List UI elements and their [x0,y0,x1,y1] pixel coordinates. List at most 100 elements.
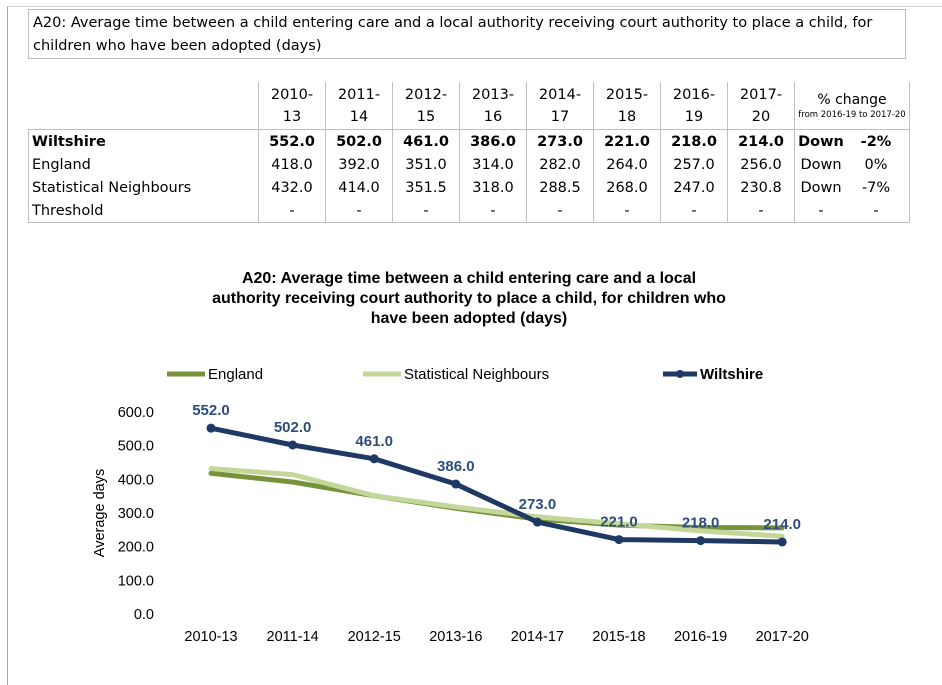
y-tick-label: 500.0 [118,439,154,455]
period-header-bottom: 13 [282,108,302,125]
value-cell: 432.0 [258,176,326,199]
value-cell: 288.5 [526,176,594,199]
row-label: Statistical Neighbours [28,176,259,199]
x-tick-label: 2013-16 [429,629,482,645]
data-point [369,454,379,464]
legend-label: Wiltshire [700,366,763,383]
change-cell: -7% [847,176,910,199]
data-label: 386.0 [437,458,475,475]
data-label: 502.0 [274,419,312,436]
period-header: 2013- 16 [459,82,527,130]
value-cell: 268.0 [593,176,661,199]
direction-cell: - [794,199,847,223]
pct-change-title: % change [817,91,887,108]
period-header: 2017- 20 [727,82,795,130]
value-cell: 256.0 [727,153,795,176]
value-cell: 351.0 [392,153,460,176]
value-cell: 264.0 [593,153,661,176]
data-point [696,536,706,546]
period-header-top: 2011- [337,86,381,103]
value-cell: 414.0 [325,176,393,199]
period-header: 2016- 19 [660,82,728,130]
value-cell: 247.0 [660,176,728,199]
value-cell: 318.0 [459,176,527,199]
y-tick-label: 300.0 [118,506,154,522]
period-header-top: 2016- [672,86,716,103]
header-blank-cell [28,82,259,130]
period-header: 2010- 13 [258,82,326,130]
table-row: Threshold - - - - - - - - - - [28,199,910,223]
value-cell: - [727,199,795,223]
value-cell: 218.0 [660,129,728,153]
change-cell: 0% [847,153,910,176]
data-point [777,537,787,547]
period-header-top: 2012- [404,86,448,103]
value-cell: 552.0 [258,129,326,153]
row-label: Threshold [28,199,259,223]
table-heading: A20: Average time between a child enteri… [28,9,906,59]
table-row: Statistical Neighbours 432.0 414.0 351.5 318… [28,176,910,199]
x-tick-label: 2010-13 [184,629,237,645]
data-label: 461.0 [355,433,393,450]
data-label: 214.0 [763,516,801,533]
data-point [532,517,542,527]
period-header-bottom: 14 [349,108,369,125]
period-header-bottom: 20 [751,108,771,125]
y-tick-label: 0.0 [134,607,154,623]
chart-title-line: authority receiving court authority to p… [212,290,726,307]
period-header-top: 2015- [605,86,649,103]
period-header-bottom: 16 [483,108,503,125]
value-cell: 221.0 [593,129,661,153]
value-cell: 386.0 [459,129,527,153]
value-cell: 230.8 [727,176,795,199]
period-header-bottom: 18 [617,108,637,125]
period-header-bottom: 17 [550,108,570,125]
value-cell: 273.0 [526,129,594,153]
direction-cell: Down [794,176,847,199]
data-point [451,479,461,489]
y-tick-label: 600.0 [118,405,154,421]
data-point [206,423,216,433]
period-header-top: 2010- [270,86,314,103]
x-tick-label: 2012-15 [348,629,401,645]
pct-change-header: % change from 2016-19 to 2017-20 [794,82,910,130]
value-cell: 257.0 [660,153,728,176]
table-header-row: 2010- 13 2011- 14 2012- 15 2013- 16 2014- 17 2015-… [28,82,910,130]
period-header: 2015- 18 [593,82,661,130]
period-header-top: 2017- [739,86,783,103]
data-label: 218.0 [682,515,720,532]
value-cell: 282.0 [526,153,594,176]
data-label: 552.0 [192,402,230,419]
x-tick-label: 2017-20 [756,629,809,645]
y-tick-label: 200.0 [118,540,154,556]
value-cell: 461.0 [392,129,460,153]
pct-change-subtitle: from 2016-19 to 2017-20 [798,109,906,120]
data-table: 2010- 13 2011- 14 2012- 15 2013- 16 2014- 17 2015-… [28,82,910,223]
x-tick-label: 2014-17 [511,629,564,645]
x-tick-label: 2016-19 [674,629,727,645]
page-frame [7,6,942,685]
direction-cell: Down [794,153,847,176]
series-line [208,425,785,545]
chart-title-line: A20: Average time between a child enteri… [242,270,696,287]
legend-marker [676,370,684,378]
data-label: 221.0 [600,514,638,531]
table-row: England 418.0 392.0 351.0 314.0 282.0 264.0 257… [28,153,910,176]
data-point [288,440,298,450]
legend-label: Statistical Neighbours [404,366,549,383]
period-header-bottom: 19 [684,108,704,125]
value-cell: 418.0 [258,153,326,176]
series-line [208,466,785,539]
data-label: 273.0 [519,496,557,513]
legend-label: England [208,366,263,383]
value-cell: 214.0 [727,129,795,153]
y-tick-label: 100.0 [118,573,154,589]
period-header-top: 2013- [471,86,515,103]
y-axis-label: Average days [92,469,108,557]
period-header: 2011- 14 [325,82,393,130]
value-cell: 314.0 [459,153,527,176]
period-header-bottom: 15 [416,108,436,125]
row-label: Wiltshire [28,129,259,153]
value-cell: 502.0 [325,129,393,153]
